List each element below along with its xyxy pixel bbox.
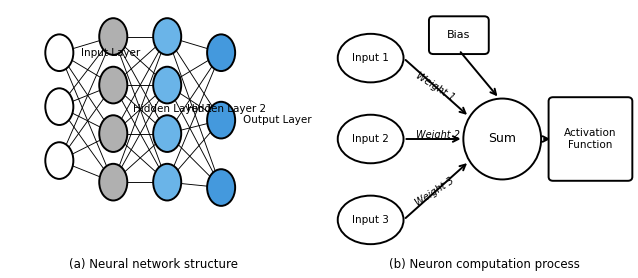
Ellipse shape <box>338 115 403 163</box>
Text: Weight 3: Weight 3 <box>414 175 456 208</box>
Text: Input 2: Input 2 <box>352 134 389 144</box>
Ellipse shape <box>207 102 235 138</box>
Text: (a) Neural network structure: (a) Neural network structure <box>69 258 238 271</box>
Ellipse shape <box>45 34 73 71</box>
Ellipse shape <box>100 164 128 200</box>
Ellipse shape <box>153 164 181 200</box>
Ellipse shape <box>463 98 541 180</box>
Ellipse shape <box>100 18 128 55</box>
Ellipse shape <box>207 169 235 206</box>
Text: Input 1: Input 1 <box>352 53 389 63</box>
Ellipse shape <box>207 34 235 71</box>
Text: Weight 2: Weight 2 <box>416 130 460 140</box>
Text: Hidden Layer 1: Hidden Layer 1 <box>133 104 212 114</box>
Text: Sum: Sum <box>488 133 516 145</box>
Text: Output Layer: Output Layer <box>243 115 312 125</box>
Ellipse shape <box>153 18 181 55</box>
Text: Bias: Bias <box>447 30 471 40</box>
Text: (b) Neuron computation process: (b) Neuron computation process <box>389 258 580 271</box>
Ellipse shape <box>100 115 128 152</box>
Ellipse shape <box>338 196 403 244</box>
Text: Hidden Layer 2: Hidden Layer 2 <box>186 104 266 114</box>
Ellipse shape <box>153 115 181 152</box>
Text: Input 3: Input 3 <box>352 215 389 225</box>
Text: Weight 1: Weight 1 <box>414 70 456 103</box>
Text: Input Layer: Input Layer <box>82 48 141 58</box>
Ellipse shape <box>153 67 181 103</box>
Ellipse shape <box>45 142 73 179</box>
Ellipse shape <box>338 34 403 82</box>
Text: Activation
Function: Activation Function <box>564 128 617 150</box>
FancyBboxPatch shape <box>429 16 489 54</box>
FancyBboxPatch shape <box>549 97 632 181</box>
Ellipse shape <box>45 88 73 125</box>
Ellipse shape <box>100 67 128 103</box>
